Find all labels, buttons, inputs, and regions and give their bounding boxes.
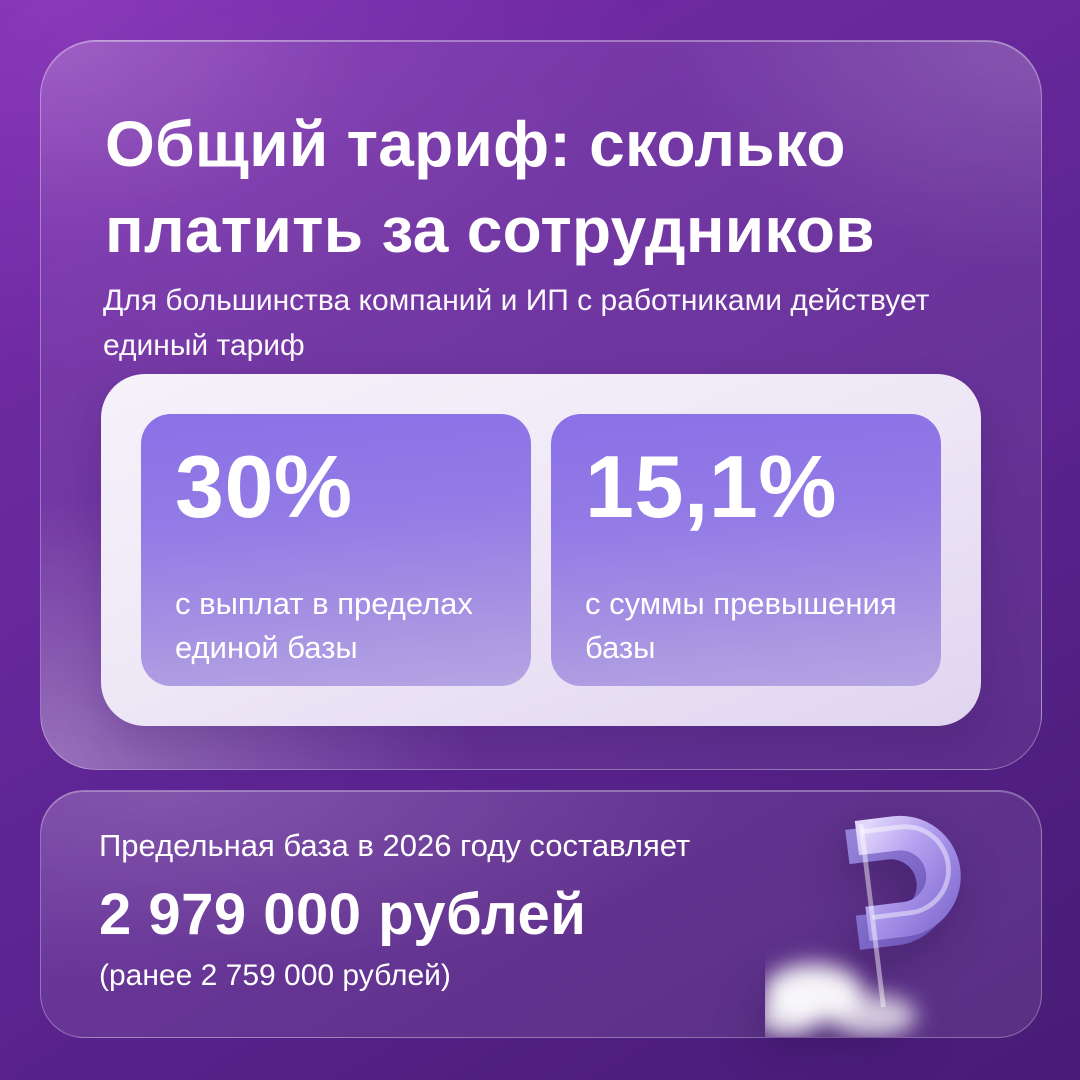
- page-subtitle: Для большинства компаний и ИП с работник…: [103, 283, 930, 362]
- rate-value: 30%: [175, 437, 353, 536]
- rates-panel: 30% с выплат в пределах единой базы 15,1…: [101, 374, 981, 726]
- page-title: Общий тариф: сколько платить за сотрудни…: [105, 108, 875, 267]
- rate-card-within-base: 30% с выплат в пределах единой базы: [141, 414, 531, 686]
- info-card: Общий тариф: сколько платить за сотрудни…: [40, 40, 1042, 770]
- limit-previous: (ранее 2 759 000 рублей): [99, 959, 451, 992]
- limit-base-card: Предельная база в 2026 году составляет 2…: [40, 790, 1042, 1038]
- limit-amount: 2 979 000 рублей: [99, 882, 587, 947]
- ruble-sign-icon: [765, 815, 961, 1037]
- rate-card-above-base: 15,1% с суммы превышения базы: [551, 414, 941, 686]
- rate-value: 15,1%: [585, 437, 838, 536]
- limit-intro: Предельная база в 2026 году составляет: [99, 828, 691, 863]
- rate-label: с выплат в пределах единой базы: [175, 586, 473, 665]
- cloud-glow: [765, 964, 917, 1037]
- hero-text-block: Общий тариф: сколько платить за сотрудни…: [41, 41, 1041, 368]
- rate-label: с суммы превышения базы: [585, 586, 897, 665]
